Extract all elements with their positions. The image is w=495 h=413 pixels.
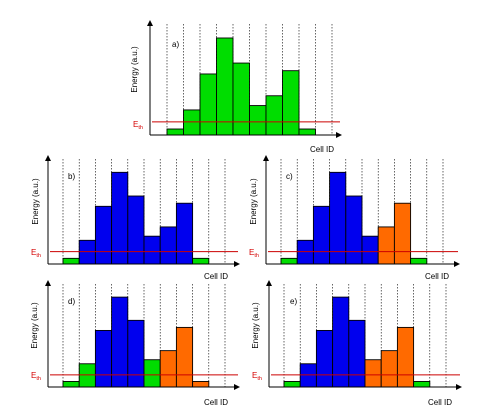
x-axis-label: Cell ID <box>425 272 449 281</box>
cell-bar-green <box>280 257 298 265</box>
x-axis-arrow <box>456 384 462 390</box>
threshold-subscript: th <box>36 253 41 259</box>
panel-label: b) <box>68 172 75 181</box>
cell-bar-blue <box>78 239 96 265</box>
cell-bar-blue <box>175 202 194 265</box>
panel-label: c) <box>286 172 293 181</box>
cell-bar-green <box>183 109 201 136</box>
cell-bar-green <box>192 257 210 265</box>
y-axis-arrow <box>45 280 51 286</box>
x-axis-arrow <box>336 132 342 138</box>
cell-bar-green <box>199 73 217 136</box>
cell-bar-orange <box>380 350 398 388</box>
threshold-subscript: th <box>257 376 262 382</box>
cell-bar-blue <box>329 171 347 265</box>
panel-label: e) <box>290 297 297 306</box>
cell-bar-blue <box>315 329 334 388</box>
x-axis-label: Cell ID <box>428 398 452 407</box>
cell-bar-blue <box>312 205 331 265</box>
cell-bar-green <box>413 380 431 388</box>
cell-bar-green <box>62 380 80 388</box>
panel-label: a) <box>172 40 179 49</box>
cell-bar-orange <box>175 326 194 388</box>
y-axis-label: Energy (a.u.) <box>249 178 258 225</box>
cell-bar-green <box>410 257 428 265</box>
cell-bar-green <box>143 359 161 388</box>
cell-bar-orange <box>393 202 412 265</box>
x-axis-label: Cell ID <box>310 145 334 154</box>
cell-bar-blue <box>94 205 113 265</box>
y-axis-arrow <box>45 155 51 161</box>
cell-bar-green <box>265 95 283 136</box>
x-axis-arrow <box>454 261 460 267</box>
cell-bar-green <box>62 257 80 265</box>
y-axis-arrow <box>266 280 272 286</box>
cell-bar-blue <box>127 319 145 388</box>
threshold-subscript: th <box>254 253 259 259</box>
cell-bar-blue <box>299 363 317 388</box>
threshold-label: Eth <box>252 371 262 382</box>
y-axis-label: Energy (a.u.) <box>30 302 39 349</box>
y-axis-label: Energy (a.u.) <box>130 46 139 93</box>
threshold-subscript: th <box>138 125 143 131</box>
cell-bar-blue <box>296 239 314 265</box>
threshold-label: Eth <box>249 248 259 259</box>
threshold-subscript: th <box>36 376 41 382</box>
panel-d: Energy (a.u.) Cell ID d) Eth <box>30 280 240 407</box>
cell-bar-orange <box>396 326 415 388</box>
panel-b: Energy (a.u.) Cell ID b) Eth <box>31 155 240 281</box>
panel-label: d) <box>68 297 75 306</box>
cell-bar-blue <box>111 171 129 265</box>
x-axis-label: Cell ID <box>204 398 228 407</box>
x-axis-label: Cell ID <box>204 272 228 281</box>
cell-bar-green <box>78 363 96 388</box>
cell-bar-orange <box>377 226 395 265</box>
y-axis-arrow <box>263 155 269 161</box>
cell-bar-green <box>232 62 250 136</box>
y-axis-arrow <box>147 20 153 26</box>
panel-e: Energy (a.u.) Cell ID e) Eth <box>251 280 462 407</box>
y-axis-label: Energy (a.u.) <box>31 178 40 225</box>
cell-bar-green <box>298 128 316 136</box>
threshold-label: Eth <box>133 120 143 131</box>
cell-bar-blue <box>159 226 177 265</box>
cell-bar-blue <box>348 319 366 388</box>
threshold-label: Eth <box>31 248 41 259</box>
cell-bar-orange <box>364 359 382 388</box>
cell-bar-orange <box>159 350 177 388</box>
y-axis-label: Energy (a.u.) <box>251 302 260 349</box>
x-axis-arrow <box>234 384 240 390</box>
cell-bar-blue <box>94 329 113 388</box>
threshold-label: Eth <box>31 371 41 382</box>
cell-bar-orange <box>192 380 210 388</box>
cell-bar-green <box>283 380 301 388</box>
cell-bar-green <box>216 37 234 136</box>
panel-c: Energy (a.u.) Cell ID c) Eth <box>249 155 460 281</box>
cell-bar-green <box>249 105 267 136</box>
cell-bar-blue <box>143 235 161 265</box>
cell-bar-green <box>282 70 300 136</box>
cell-bar-blue <box>111 296 129 388</box>
x-axis-arrow <box>234 261 240 267</box>
cell-bar-blue <box>127 195 145 265</box>
panel-a: Energy (a.u.) Cell ID a) Eth <box>130 20 342 154</box>
cell-bar-blue <box>332 296 350 388</box>
cell-bar-blue <box>345 195 363 265</box>
cell-bar-green <box>166 128 184 136</box>
cell-bar-blue <box>361 235 379 265</box>
